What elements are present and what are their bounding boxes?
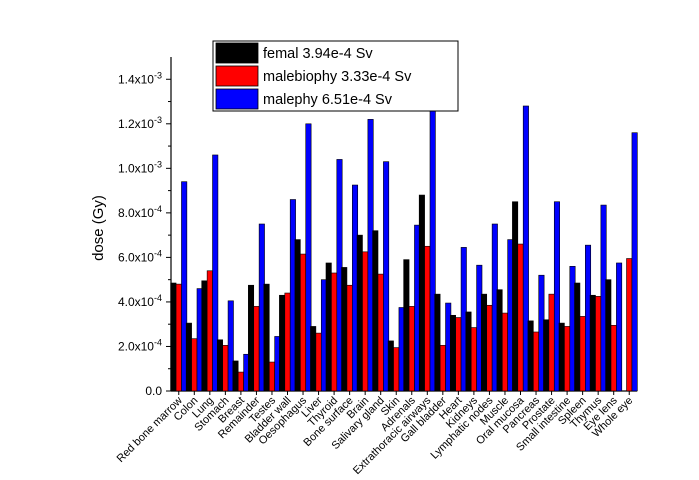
bar-malephy bbox=[305, 123, 312, 392]
bar-malebiophy bbox=[253, 306, 260, 392]
y-tick-label: 6.0x10-4 bbox=[118, 248, 162, 264]
bar-malebiophy bbox=[548, 293, 555, 392]
bar-femal bbox=[325, 262, 332, 392]
y-tick-label: 1.0x10-3 bbox=[118, 159, 162, 175]
legend-swatch bbox=[215, 42, 259, 64]
y-tick-label: 1.4x10-3 bbox=[118, 70, 162, 86]
x-category-label: Red bone marrow bbox=[115, 395, 185, 465]
bar-malebiophy bbox=[408, 306, 415, 392]
bar-malebiophy bbox=[517, 243, 524, 392]
bar-femal bbox=[496, 289, 503, 392]
bar-femal bbox=[574, 282, 581, 392]
bar-malephy bbox=[631, 132, 638, 392]
bar-malephy bbox=[522, 105, 529, 392]
y-axis-title: dose (Gy) bbox=[90, 195, 107, 261]
bar-femal bbox=[232, 360, 239, 392]
bar-femal bbox=[418, 194, 425, 392]
bar-femal bbox=[356, 234, 363, 392]
bar-malebiophy bbox=[610, 325, 617, 392]
legend-swatch bbox=[215, 65, 259, 87]
y-tick-label: 4.0x10-4 bbox=[118, 293, 162, 309]
y-axis-tick-labels: 0.0 2.0x10-4 4.0x10-4 6.0x10-4 8.0x10-4 1.0x1… bbox=[118, 70, 162, 398]
bar-malebiophy bbox=[564, 326, 571, 392]
bar-femal bbox=[434, 293, 441, 392]
bar-femal bbox=[341, 267, 348, 392]
bar-femal bbox=[310, 326, 317, 392]
bar-femal bbox=[185, 322, 192, 392]
bar-malebiophy bbox=[626, 258, 633, 392]
y-tick-label: 2.0x10-4 bbox=[118, 337, 162, 353]
bar-malebiophy bbox=[284, 292, 291, 392]
bar-femal bbox=[481, 293, 488, 392]
bar-femal bbox=[543, 319, 550, 392]
bars bbox=[170, 105, 638, 395]
bar-malebiophy bbox=[424, 245, 431, 392]
bar-femal bbox=[263, 283, 270, 392]
y-tick-label: 8.0x10-4 bbox=[118, 204, 162, 220]
bar-femal bbox=[403, 259, 410, 392]
legend-swatch bbox=[215, 88, 259, 110]
bar-femal bbox=[294, 239, 301, 392]
bar-femal bbox=[527, 320, 534, 392]
bar-malebiophy bbox=[533, 331, 540, 392]
bar-malebiophy bbox=[346, 284, 353, 392]
y-axis-ticks bbox=[166, 78, 171, 392]
bar-femal bbox=[558, 322, 565, 392]
bar-malebiophy bbox=[237, 371, 244, 392]
bar-malebiophy bbox=[331, 272, 338, 392]
bar-femal bbox=[465, 311, 472, 392]
bar-malebiophy bbox=[191, 338, 198, 392]
bar-femal bbox=[589, 294, 596, 392]
bar-femal bbox=[201, 280, 208, 392]
bar-malebiophy bbox=[393, 347, 400, 392]
y-tick-label: 1.2x10-3 bbox=[118, 115, 162, 131]
bar-malephy bbox=[553, 201, 560, 392]
legend-label: femal 3.94e-4 Sv bbox=[263, 46, 373, 62]
bar-femal bbox=[387, 340, 394, 392]
bar-malephy bbox=[181, 181, 188, 392]
bar-malebiophy bbox=[206, 270, 213, 392]
bar-femal bbox=[170, 282, 177, 392]
bar-femal bbox=[216, 339, 223, 392]
bar-malephy bbox=[212, 154, 219, 392]
legend-label: malebiophy 3.33e-4 Sv bbox=[263, 69, 412, 85]
bar-malebiophy bbox=[470, 327, 477, 392]
bar-femal bbox=[512, 201, 519, 392]
bar-femal bbox=[279, 294, 286, 392]
bar-malebiophy bbox=[486, 304, 493, 392]
bar-malebiophy bbox=[362, 251, 369, 392]
bar-malebiophy bbox=[377, 273, 384, 392]
bar-femal bbox=[372, 230, 379, 392]
bar-malebiophy bbox=[579, 316, 586, 392]
bar-femal bbox=[248, 284, 255, 392]
bar-malebiophy bbox=[175, 283, 182, 392]
bar-malephy bbox=[383, 161, 390, 392]
bar-malebiophy bbox=[222, 345, 229, 392]
bar-malebiophy bbox=[501, 312, 508, 392]
bar-malebiophy bbox=[455, 317, 462, 392]
bar-malephy bbox=[616, 262, 623, 392]
legend: femal 3.94e-4 Sv malebiophy 3.33e-4 Sv mal… bbox=[212, 40, 459, 112]
bar-femal bbox=[605, 279, 612, 392]
bar-malebiophy bbox=[595, 296, 602, 392]
bar-malebiophy bbox=[268, 361, 275, 392]
bar-femal bbox=[449, 314, 456, 392]
y-tick-label: 0.0 bbox=[145, 384, 162, 398]
bar-malebiophy bbox=[315, 332, 322, 392]
x-axis-category-labels: Red bone marrowColonLungStomachBreastRem… bbox=[115, 394, 636, 477]
bar-malebiophy bbox=[300, 253, 307, 392]
bar-malephy bbox=[227, 300, 234, 392]
bar-malebiophy bbox=[439, 345, 446, 392]
legend-label: malephy 6.51e-4 Sv bbox=[263, 92, 393, 108]
